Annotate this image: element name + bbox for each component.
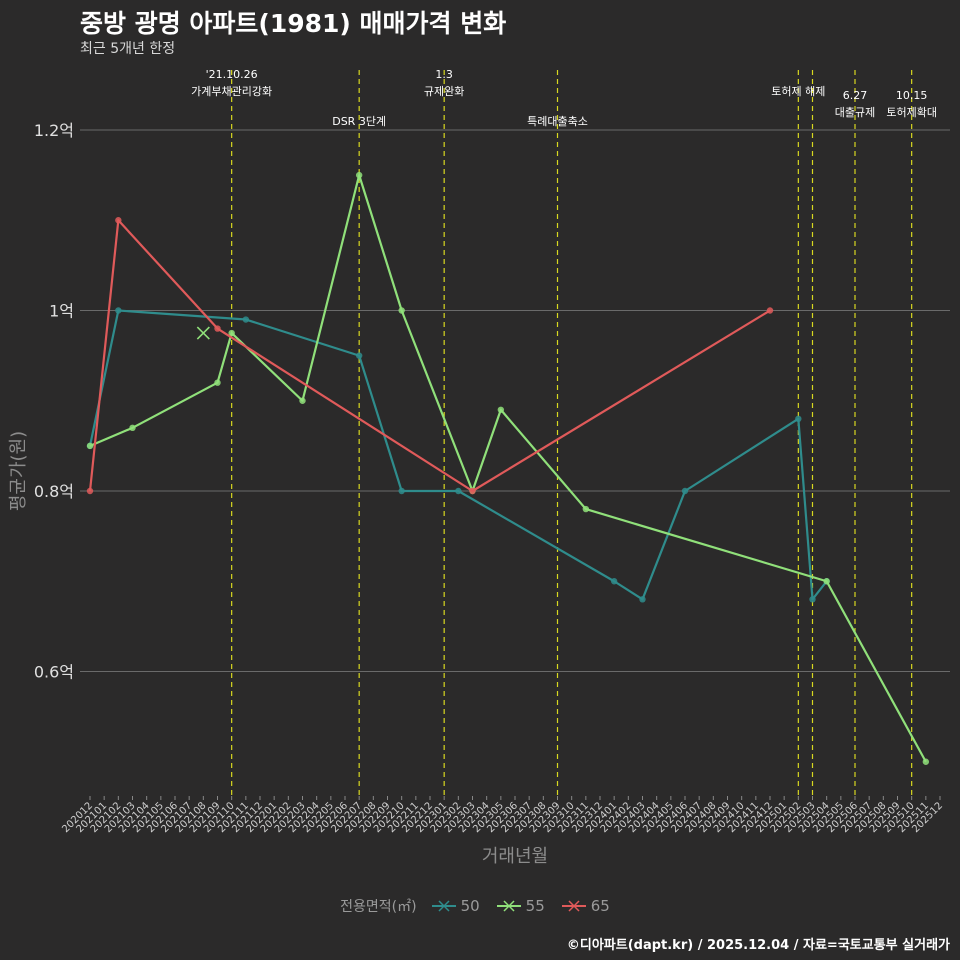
event-annotation: 10.15 [896, 89, 928, 102]
event-annotation: 규제완화 [424, 85, 464, 98]
x-axis-label: 거래년월 [481, 846, 549, 867]
data-point-65 [214, 325, 221, 332]
series-line-65 [88, 219, 771, 493]
marker-x-55 [196, 326, 210, 340]
chart-subtitle: 최근 5개년 한정 [80, 41, 176, 57]
data-point-55 [823, 578, 830, 585]
event-annotation: 특례대출축소 [527, 115, 588, 128]
event-annotation: 토허제 해제 [771, 84, 825, 98]
event-annotation: 대출규제 [835, 106, 875, 119]
event-lines-layer [231, 70, 913, 796]
data-point-65 [766, 307, 774, 314]
y-tick-label: 1억 [49, 302, 74, 321]
data-point-55 [922, 758, 930, 765]
legend-key-55-icon [496, 900, 521, 912]
data-point-55 [214, 379, 221, 386]
event-annotation: '21.10.26 [206, 68, 258, 81]
data-point-55 [582, 505, 590, 513]
legend-item-55[interactable]: 55 [496, 897, 545, 915]
data-point-65 [115, 217, 122, 224]
data-point-50 [398, 487, 405, 495]
data-point-55 [497, 406, 505, 413]
data-point-55 [86, 442, 94, 450]
chart-title: 중방 광명 아파트(1981) 매매가격 변화 [80, 9, 507, 38]
data-point-55 [228, 329, 235, 337]
data-point-50 [639, 596, 646, 603]
data-point-55 [299, 397, 306, 404]
y-tick-label: 0.8억 [34, 482, 74, 501]
data-point-50 [809, 596, 816, 603]
legend-label-50: 50 [460, 897, 480, 915]
y-axis-label: 평균가(원) [8, 430, 29, 512]
source-caption: ©디아파트(dapt.kr) / 2025.12.04 / 자료=국토교통부 실… [566, 938, 950, 953]
series-line-50 [88, 309, 828, 601]
data-point-65 [469, 487, 476, 495]
series-layer [86, 171, 930, 765]
data-point-50 [115, 307, 122, 314]
data-point-55 [398, 307, 405, 314]
legend-title: 전용면적(㎡) [340, 899, 417, 915]
legend-key-65-icon [561, 900, 586, 912]
data-point-50 [610, 578, 618, 585]
series-line-55 [89, 174, 927, 763]
y-axis-label-wrap: 평균가(원) [2, 380, 32, 560]
legend-key-50-icon [431, 900, 456, 912]
data-point-55 [355, 171, 363, 179]
legend-item-50[interactable]: 50 [431, 897, 480, 915]
event-annotation: 1.3 [435, 68, 453, 81]
event-annotation: 가계부채관리강화 [191, 85, 272, 98]
y-tick-label: 1.2억 [34, 121, 74, 140]
legend-label-65: 65 [590, 897, 610, 915]
event-annotation: 6.27 [843, 89, 868, 102]
y-axis-ticks: 0.6억 0.8억 1억 1.2억 [34, 121, 74, 682]
data-point-55 [129, 424, 136, 432]
data-point-50 [455, 487, 462, 495]
data-point-50 [681, 487, 689, 495]
event-annotation: DSR 3단계 [332, 115, 386, 128]
legend-item-65[interactable]: 65 [561, 897, 610, 915]
legend-label-55: 55 [525, 897, 545, 915]
data-point-50 [355, 352, 363, 359]
x-axis-ticks: 2020122021012021022021032021042021052021… [60, 796, 945, 835]
y-tick-label: 0.6억 [34, 663, 74, 682]
event-annotation: 토허제확대 [886, 106, 937, 119]
data-point-50 [795, 415, 802, 422]
data-point-65 [86, 487, 94, 495]
legend: 전용면적(㎡) 50 55 65 [0, 896, 960, 916]
data-point-50 [242, 316, 250, 323]
